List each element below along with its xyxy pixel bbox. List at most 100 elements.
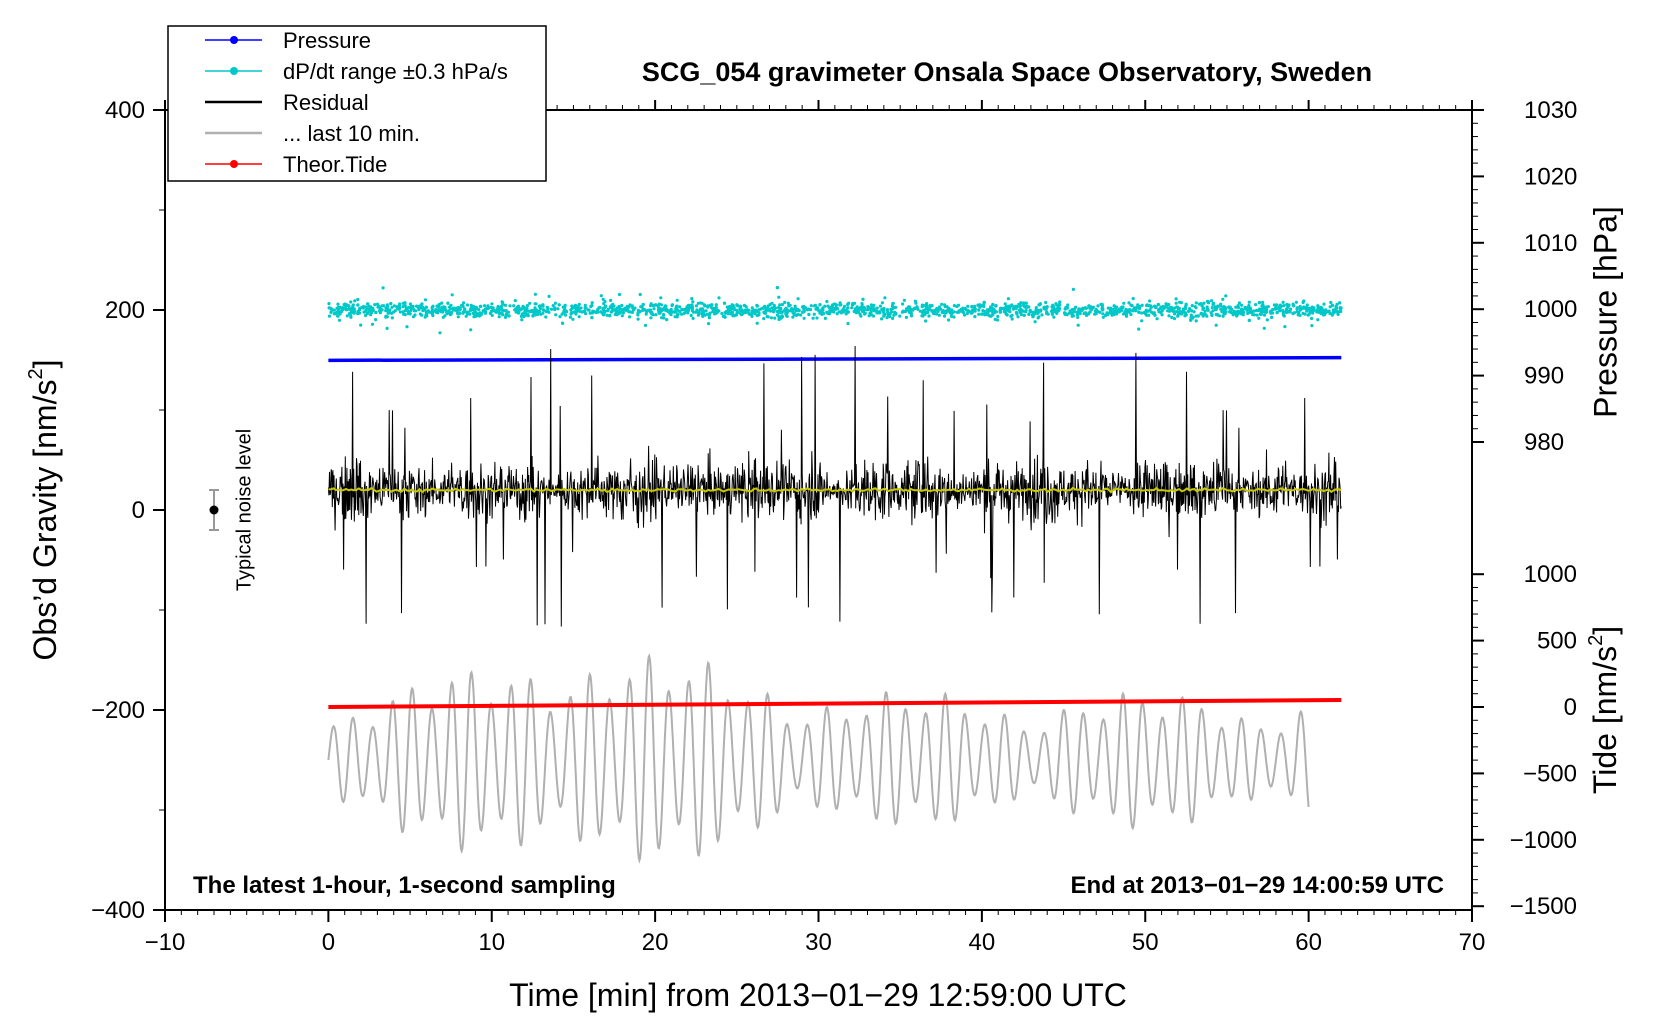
dpdt-point — [928, 304, 932, 308]
dpdt-point — [553, 301, 558, 305]
tide-tick-label: −500 — [1523, 760, 1577, 787]
dpdt-point — [1257, 316, 1261, 320]
dpdt-point — [403, 301, 407, 305]
dpdt-point — [476, 313, 481, 318]
dpdt-point — [430, 312, 434, 316]
dpdt-point — [1202, 312, 1206, 316]
dpdt-point — [1020, 313, 1024, 317]
dpdt-point — [1003, 306, 1007, 310]
dpdt-point — [1148, 299, 1152, 303]
dpdt-point — [398, 303, 402, 307]
dpdt-point — [1110, 311, 1114, 315]
dpdt-point — [625, 305, 629, 309]
dpdt-point — [691, 300, 695, 304]
dpdt-point — [570, 304, 574, 308]
dpdt-point — [662, 316, 666, 320]
dpdt-point — [720, 311, 724, 316]
dpdt-point — [1281, 313, 1286, 317]
dpdt-point — [1323, 312, 1327, 316]
dpdt-point — [556, 307, 560, 311]
dpdt-point — [1155, 317, 1159, 321]
dpdt-point — [408, 309, 413, 313]
dpdt-point — [533, 302, 537, 306]
dpdt-point — [1134, 308, 1138, 312]
dpdt-point — [617, 305, 621, 309]
dpdt-point — [908, 310, 912, 315]
dpdt-point — [1024, 310, 1028, 314]
dpdt-point — [471, 307, 476, 311]
dpdt-point — [993, 317, 997, 321]
dpdt-point — [563, 313, 568, 317]
dpdt-point — [349, 300, 353, 304]
dpdt-point — [1194, 301, 1198, 305]
dpdt-point — [561, 321, 565, 325]
dpdt-point — [1200, 304, 1204, 308]
dpdt-point — [675, 298, 679, 302]
dpdt-point — [1017, 308, 1022, 312]
dpdt-point — [770, 301, 774, 305]
dpdt-point — [742, 303, 747, 307]
dpdt-point — [651, 304, 655, 308]
dpdt-point — [1229, 310, 1233, 314]
y-axis-label-main: Obs’d Gravity [nm/s2] — [25, 360, 63, 661]
dpdt-point — [1213, 308, 1217, 312]
dpdt-point — [472, 315, 476, 319]
dpdt-point — [1073, 310, 1077, 314]
dpdt-point — [834, 303, 838, 307]
dpdt-point — [356, 311, 360, 316]
dpdt-point — [982, 300, 986, 304]
dpdt-point — [991, 313, 995, 317]
dpdt-point — [1183, 314, 1187, 318]
dpdt-point — [878, 304, 883, 308]
dpdt-point — [1115, 308, 1119, 313]
dpdt-point — [479, 304, 483, 308]
dpdt-point — [599, 294, 603, 298]
dpdt-point — [362, 310, 366, 314]
dpdt-point — [855, 308, 859, 312]
dpdt-point — [644, 312, 648, 316]
dpdt-point — [1188, 308, 1192, 312]
dpdt-point — [586, 308, 590, 312]
dpdt-point — [343, 302, 347, 306]
dpdt-point — [1303, 312, 1307, 316]
dpdt-point — [687, 307, 691, 311]
dpdt-point — [1003, 302, 1007, 306]
y-tick-label: −400 — [91, 897, 145, 924]
dpdt-point — [407, 305, 411, 310]
dpdt-point — [1247, 318, 1251, 322]
dpdt-point — [676, 312, 680, 316]
dpdt-point — [486, 304, 490, 308]
dpdt-point — [388, 308, 392, 312]
dpdt-point — [1126, 308, 1130, 312]
dpdt-point — [1004, 312, 1008, 316]
dpdt-point — [1140, 311, 1144, 315]
dpdt-point — [1173, 312, 1177, 316]
legend-label: Residual — [283, 90, 369, 115]
dpdt-point — [437, 309, 441, 313]
dpdt-point — [947, 318, 951, 322]
dpdt-point — [704, 309, 708, 313]
dpdt-point — [642, 307, 647, 312]
dpdt-point — [674, 309, 678, 314]
dpdt-point — [861, 297, 865, 301]
dpdt-point — [689, 313, 693, 318]
pressure-line — [328, 355, 1342, 363]
dpdt-point — [641, 302, 645, 307]
dpdt-point — [424, 305, 428, 309]
dpdt-point — [1011, 307, 1016, 311]
dpdt-point — [880, 301, 885, 305]
dpdt-point — [920, 303, 925, 307]
dpdt-point — [1189, 318, 1193, 322]
dpdt-point — [866, 305, 870, 309]
noise-point — [209, 505, 219, 515]
dpdt-point — [1090, 307, 1094, 311]
dpdt-point — [1287, 304, 1291, 308]
dpdt-point — [925, 305, 929, 309]
dpdt-point — [1219, 307, 1223, 311]
dpdt-point — [740, 312, 745, 316]
dpdt-point — [1037, 315, 1041, 319]
legend-marker — [230, 36, 238, 44]
dpdt-point — [437, 303, 441, 307]
dpdt-point — [359, 323, 363, 327]
